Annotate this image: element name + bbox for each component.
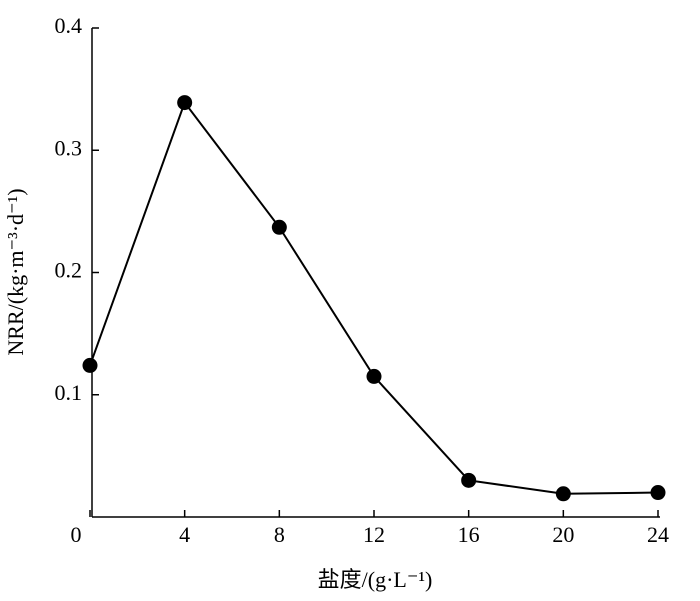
x-tick-label: 12: [363, 522, 385, 547]
x-axis-label: 盐度/(g·L⁻¹): [318, 567, 433, 592]
data-point: [461, 472, 477, 488]
y-tick-label: 0.1: [55, 380, 83, 405]
data-point: [555, 486, 571, 502]
y-tick-label: 0.2: [55, 258, 83, 283]
data-point: [82, 357, 98, 373]
x-tick-label: 20: [552, 522, 574, 547]
data-point: [366, 368, 382, 384]
x-tick-label: 4: [179, 522, 190, 547]
data-point: [650, 485, 666, 501]
series-line: [89, 100, 659, 495]
y-axis-label: NRR/(kg·m⁻³·d⁻¹): [3, 188, 28, 355]
x-tick-label: 8: [274, 522, 285, 547]
x-tick-label: 16: [458, 522, 480, 547]
y-tick-label: 0.3: [55, 135, 83, 160]
x-tick-label: 24: [647, 522, 669, 547]
data-point: [271, 219, 287, 235]
x-tick-label: 0: [71, 522, 82, 547]
data-point: [177, 95, 193, 111]
y-tick-label: 0.4: [55, 13, 83, 38]
